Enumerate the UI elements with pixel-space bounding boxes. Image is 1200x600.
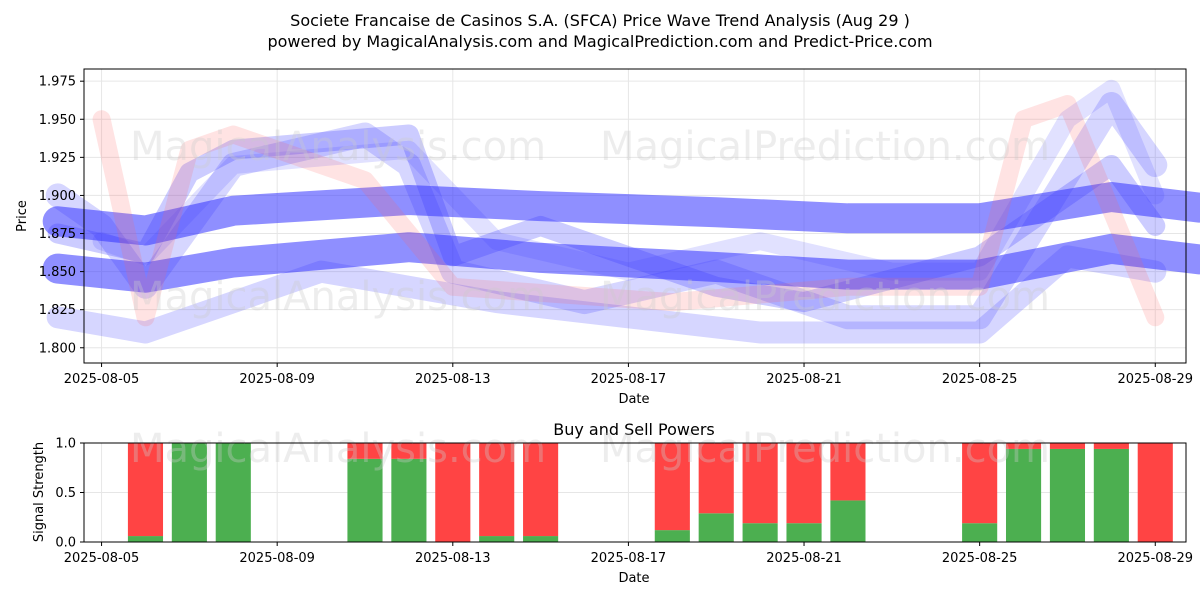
sell-bar — [698, 443, 734, 514]
price-y-tick-label: 1.850 — [39, 265, 76, 280]
signal-y-tick-label: 0.0 — [55, 536, 76, 551]
sell-bar — [479, 443, 515, 537]
buy-bar — [698, 513, 734, 542]
price-x-tick-label: 2025-08-05 — [64, 372, 140, 387]
price-x-axis-label: Date — [618, 392, 649, 407]
buy-bar — [742, 523, 778, 542]
price-x-tick-label: 2025-08-29 — [1117, 372, 1193, 387]
watermark-prediction-bottom: MagicalPrediction.com — [600, 426, 1050, 472]
buy-bar — [391, 458, 427, 542]
signal-x-ticks: 2025-08-05 2025-08-09 2025-08-13 2025-08-17… — [64, 542, 1193, 566]
signal-x-tick-label: 2025-08-29 — [1117, 551, 1193, 566]
signal-x-tick-label: 2025-08-13 — [415, 551, 491, 566]
buy-bar — [830, 500, 866, 542]
buy-bar — [215, 443, 251, 542]
buy-bar — [523, 536, 559, 542]
price-waves — [42, 79, 1200, 344]
signal-bars — [127, 443, 1173, 542]
buy-bar — [1049, 448, 1086, 542]
signal-y-tick-label: 1.0 — [55, 437, 76, 452]
price-y-axis-label: Price — [15, 200, 30, 232]
sell-bar — [1005, 443, 1042, 449]
watermark-prediction-top: MagicalPrediction.com — [600, 124, 1050, 170]
price-panel: MagicalAnalysis.com MagicalPrediction.co… — [15, 68, 1200, 407]
buy-bar — [347, 458, 383, 542]
price-y-tick-label: 1.900 — [39, 189, 76, 204]
price-x-tick-label: 2025-08-09 — [239, 372, 315, 387]
buy-bar — [479, 536, 515, 542]
sell-bar — [962, 443, 998, 524]
signal-panel: Buy and Sell Powers MagicalAnalysis.com … — [32, 420, 1193, 586]
sell-bar — [1137, 443, 1173, 542]
price-wave-series-2 — [47, 124, 1166, 313]
signal-chart-title: Buy and Sell Powers — [553, 420, 715, 439]
price-x-tick-label: 2025-08-13 — [415, 372, 491, 387]
price-x-tick-label: 2025-08-21 — [766, 372, 842, 387]
buy-bar — [654, 530, 690, 542]
price-wave-series-3 — [45, 92, 1168, 330]
signal-y-ticks: 0.0 0.5 1.0 — [55, 437, 84, 551]
price-x-tick-label: 2025-08-17 — [591, 372, 667, 387]
sell-bar — [127, 443, 164, 537]
sell-bar — [830, 443, 866, 501]
price-y-ticks: 1.800 1.825 1.850 1.875 1.900 1.925 1.950 1.975 — [39, 75, 84, 356]
buy-bar — [1005, 448, 1042, 542]
sell-bar — [786, 443, 822, 524]
price-wave-series-1 — [42, 232, 1200, 293]
buy-bar — [1093, 448, 1129, 542]
signal-x-tick-label: 2025-08-09 — [239, 551, 315, 566]
watermark-analysis-mid: MagicalAnalysis.com — [130, 274, 546, 320]
price-axes-frame — [83, 68, 1187, 364]
price-wave-series-6 — [92, 95, 1165, 327]
buy-bar — [171, 443, 207, 542]
buy-bar — [962, 523, 998, 542]
price-y-tick-label: 1.875 — [39, 227, 76, 242]
signal-x-tick-label: 2025-08-21 — [766, 551, 842, 566]
chart-title-line-2: powered by MagicalAnalysis.com and Magic… — [267, 32, 932, 51]
buy-bar — [786, 523, 822, 542]
sell-bar — [742, 443, 778, 524]
price-x-ticks: 2025-08-05 2025-08-09 2025-08-13 2025-08-17… — [64, 363, 1193, 387]
signal-x-tick-label: 2025-08-17 — [591, 551, 667, 566]
watermark-analysis-bottom: MagicalAnalysis.com — [130, 426, 546, 472]
buy-bar — [127, 536, 164, 542]
price-y-tick-label: 1.925 — [39, 151, 76, 166]
sell-bar — [435, 443, 471, 542]
sell-bar — [523, 443, 559, 537]
signal-x-tick-label: 2025-08-25 — [942, 551, 1018, 566]
signal-y-tick-label: 0.5 — [55, 486, 76, 501]
watermark-prediction-mid: MagicalPrediction.com — [600, 274, 1050, 320]
price-y-tick-label: 1.950 — [39, 113, 76, 128]
sell-bar — [654, 443, 690, 531]
price-wave-series-0 — [42, 182, 1200, 246]
price-y-tick-label: 1.825 — [39, 303, 76, 318]
sell-bar — [391, 443, 427, 459]
price-y-tick-label: 1.800 — [39, 341, 76, 356]
watermark-analysis-top: MagicalAnalysis.com — [130, 124, 546, 170]
sell-bar — [1093, 443, 1129, 449]
signal-x-axis-label: Date — [618, 571, 649, 586]
price-wave-series-4 — [46, 245, 1167, 344]
price-x-tick-label: 2025-08-25 — [942, 372, 1018, 387]
price-wave-series-5 — [92, 79, 1165, 281]
sell-bar — [347, 443, 383, 459]
sell-bar — [1049, 443, 1086, 449]
chart-title-line-1: Societe Francaise de Casinos S.A. (SFCA)… — [290, 11, 910, 30]
signal-x-tick-label: 2025-08-05 — [64, 551, 140, 566]
price-y-tick-label: 1.975 — [39, 75, 76, 90]
signal-y-axis-label: Signal Strength — [32, 442, 47, 542]
